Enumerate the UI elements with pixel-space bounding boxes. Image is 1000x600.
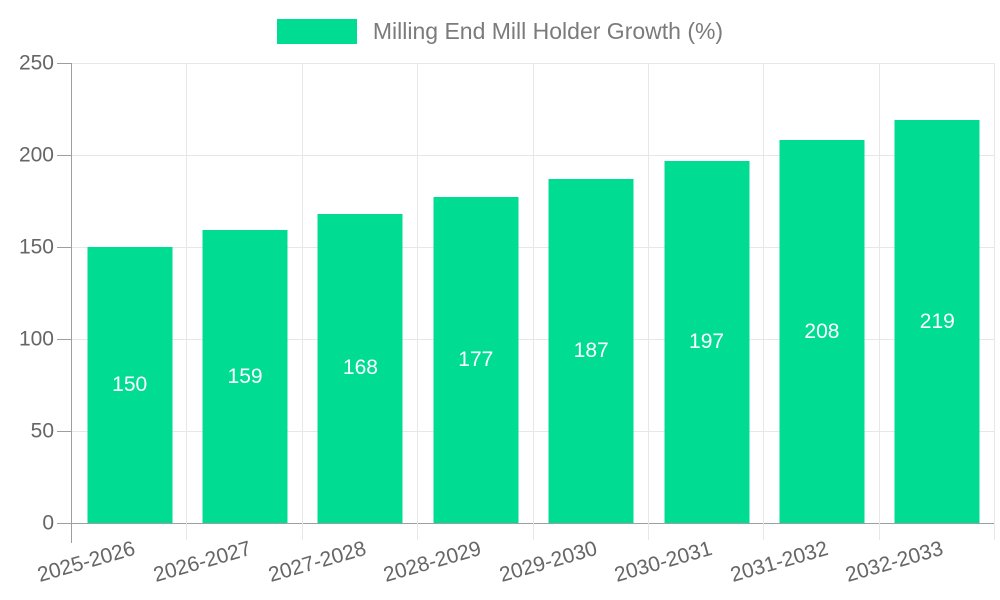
bar-value-label: 150 <box>112 373 148 396</box>
x-axis-label: 2032-2033 <box>842 537 946 587</box>
h-gridline <box>72 339 995 340</box>
bar-value-label: 219 <box>919 309 955 333</box>
x-axis-label: 2031-2032 <box>727 537 831 587</box>
y-axis-label: 250 <box>18 51 54 75</box>
y-axis-label: 150 <box>18 235 54 259</box>
y-axis-tick <box>57 339 72 340</box>
x-axis-tick <box>763 523 765 540</box>
x-axis-tick <box>417 523 419 540</box>
bar: 168 <box>317 213 403 523</box>
y-axis-label: 0 <box>42 511 54 535</box>
x-axis-tick <box>301 523 303 540</box>
bar: 159 <box>202 230 288 523</box>
legend-swatch <box>276 19 357 45</box>
y-axis-line <box>71 63 72 543</box>
bar-value-label: 197 <box>689 329 725 353</box>
x-axis-label: 2029-2030 <box>496 537 600 587</box>
bar-value-label: 208 <box>804 319 840 343</box>
h-gridline <box>72 63 995 64</box>
bar-value-label: 159 <box>227 364 263 388</box>
v-gridline <box>994 63 995 523</box>
x-axis-tick <box>532 523 534 540</box>
bar-value-label: 187 <box>573 338 609 362</box>
x-axis-label: 2028-2029 <box>381 537 485 587</box>
h-gridline <box>72 155 995 156</box>
plot-area: 0 50 100 150 200 250 150 2025-2026 159 2026-2027 1… <box>19 53 995 587</box>
v-gridline <box>301 63 303 523</box>
y-axis-tick <box>57 523 72 524</box>
v-gridline <box>763 63 765 523</box>
v-gridline <box>186 63 188 523</box>
x-axis-label: 2025-2026 <box>35 537 139 587</box>
v-gridline <box>532 63 534 523</box>
bar: 197 <box>664 160 750 523</box>
y-axis-label: 50 <box>30 419 54 443</box>
h-gridline <box>72 247 995 248</box>
bar: 177 <box>433 197 519 523</box>
bar: 187 <box>548 178 634 523</box>
h-gridline <box>72 431 995 432</box>
y-axis-tick <box>57 155 72 156</box>
v-gridline <box>878 63 880 523</box>
x-axis-tick <box>878 523 880 540</box>
y-axis-label: 100 <box>18 327 54 351</box>
x-axis-line <box>57 523 995 524</box>
x-axis-tick <box>647 523 649 540</box>
y-axis-tick <box>57 63 72 64</box>
x-axis-label: 2026-2027 <box>150 537 254 587</box>
y-axis-tick <box>57 431 72 432</box>
x-axis-tick <box>994 523 995 540</box>
chart-legend[interactable]: Milling End Mill Holder Growth (%) <box>0 18 1000 45</box>
bar: 208 <box>779 140 865 523</box>
v-gridline <box>647 63 649 523</box>
legend-label: Milling End Mill Holder Growth (%) <box>372 18 724 44</box>
x-axis-label: 2027-2028 <box>265 537 369 587</box>
bar-value-label: 177 <box>458 348 494 372</box>
x-axis-label: 2030-2031 <box>612 537 715 587</box>
y-axis-tick <box>57 247 72 248</box>
bar: 150 <box>87 247 173 523</box>
v-gridline <box>417 63 419 523</box>
x-axis-tick <box>186 523 188 540</box>
bar-value-label: 168 <box>342 356 378 380</box>
bar: 219 <box>894 120 980 523</box>
y-axis-label: 200 <box>18 143 54 167</box>
